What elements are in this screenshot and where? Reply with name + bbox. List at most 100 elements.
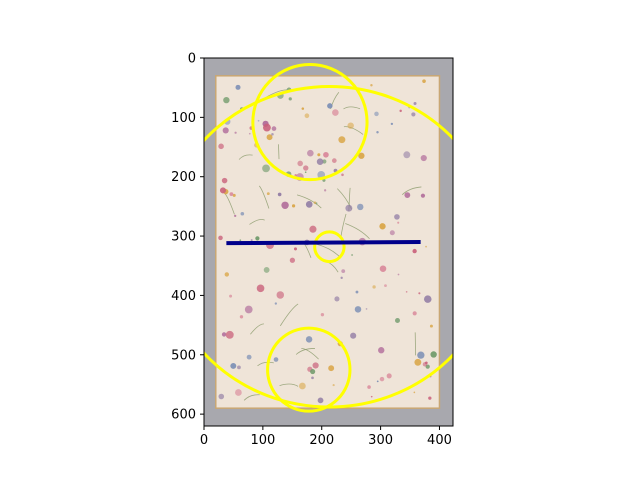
flower-motif: [347, 122, 354, 129]
flower-motif: [222, 127, 229, 134]
flower-motif: [370, 395, 373, 398]
flower-motif: [271, 126, 277, 131]
flower-motif: [332, 383, 335, 387]
flower-motif: [420, 154, 427, 162]
flower-motif: [309, 225, 317, 233]
flower-motif: [331, 158, 337, 163]
flower-motif: [357, 203, 364, 211]
x-tick-label: 0: [200, 433, 208, 448]
flower-motif: [257, 119, 260, 122]
flower-motif: [304, 171, 307, 173]
flower-motif: [420, 193, 426, 198]
flower-motif: [379, 223, 386, 230]
flower-motif: [350, 332, 357, 339]
flower-motif: [250, 239, 253, 242]
flower-stem: [250, 323, 264, 335]
flower-motif: [219, 187, 227, 194]
flower-motif: [271, 132, 274, 136]
flower-stem: [238, 154, 253, 160]
flower-motif: [235, 84, 241, 90]
flower-motif: [390, 122, 394, 126]
y-tick-label: 0: [188, 52, 196, 67]
flower-motif: [237, 365, 241, 370]
flower-motif: [355, 290, 359, 294]
flower-motif: [281, 201, 289, 209]
flower-motif: [413, 102, 417, 106]
flower-motif: [240, 211, 245, 216]
flower-motif: [428, 396, 432, 400]
flower-motif: [422, 362, 428, 367]
flower-stem: [343, 106, 361, 110]
flower-motif: [239, 315, 244, 319]
flower-motif: [311, 376, 314, 380]
x-tick-label: 400: [427, 433, 452, 448]
flower-motif: [341, 269, 346, 274]
flower-motif: [327, 103, 333, 109]
flower-motif: [303, 165, 309, 171]
x-tick-label: 200: [309, 433, 334, 448]
flower-motif: [389, 230, 395, 236]
flower-motif: [345, 204, 353, 212]
flower-stem: [401, 186, 422, 196]
flower-motif: [317, 153, 321, 157]
flower-motif: [317, 397, 324, 404]
flower-motif: [301, 107, 305, 110]
flower-motif: [412, 248, 417, 254]
flower-motif: [376, 380, 379, 383]
flower-motif: [297, 160, 303, 167]
y-tick-label: 300: [171, 230, 196, 245]
flower-motif: [244, 305, 253, 314]
flower-motif: [358, 152, 365, 159]
flower-motif: [379, 376, 385, 382]
flower-motif: [430, 351, 437, 358]
flower-motif: [293, 247, 297, 251]
flower-motif: [234, 131, 237, 134]
flower-motif: [397, 273, 400, 276]
flower-motif: [399, 109, 402, 113]
flower-motif: [274, 302, 278, 305]
flower-stem: [279, 303, 299, 327]
flower-motif: [312, 362, 319, 369]
y-tick-label: 200: [171, 170, 196, 185]
flower-motif: [328, 365, 335, 372]
x-axis: 0 100 200 300 400: [200, 426, 452, 448]
flower-motif: [405, 291, 408, 293]
flower-motif: [413, 391, 416, 394]
flower-motif: [305, 336, 313, 343]
flower-motif: [263, 123, 271, 132]
flower-motif: [384, 284, 387, 288]
flower-motif: [316, 158, 324, 166]
flower-motif: [338, 136, 346, 144]
flower-stem: [345, 223, 370, 240]
y-tick-label: 100: [171, 111, 196, 126]
flower-motif: [276, 291, 285, 299]
overlay-circle: [251, 63, 369, 182]
flower-motif: [299, 382, 306, 390]
y-tick-label: 600: [171, 408, 196, 423]
flower-motif: [313, 201, 317, 204]
plot-area: [204, 58, 453, 426]
flower-motif: [425, 245, 427, 248]
flower-motif: [234, 214, 237, 218]
flower-motif: [307, 149, 314, 157]
flower-stem: [243, 394, 260, 401]
flower-motif: [397, 221, 400, 224]
flower-motif: [232, 193, 236, 197]
flower-motif: [266, 192, 270, 196]
flower-motif: [235, 389, 242, 396]
flower-stem: [315, 243, 340, 258]
flower-motif: [414, 358, 422, 366]
flower-motif: [341, 173, 344, 177]
flower-motif: [304, 113, 310, 119]
flower-motif: [370, 84, 373, 87]
flower-motif: [418, 292, 421, 295]
flower-motif: [334, 296, 340, 302]
flower-motif: [320, 313, 325, 317]
flower-motif: [263, 266, 270, 273]
flower-motif: [262, 164, 270, 173]
flower-motif: [403, 151, 411, 159]
flower-motif: [379, 265, 387, 273]
flower-stem: [295, 348, 316, 355]
flower-stem: [301, 348, 319, 360]
